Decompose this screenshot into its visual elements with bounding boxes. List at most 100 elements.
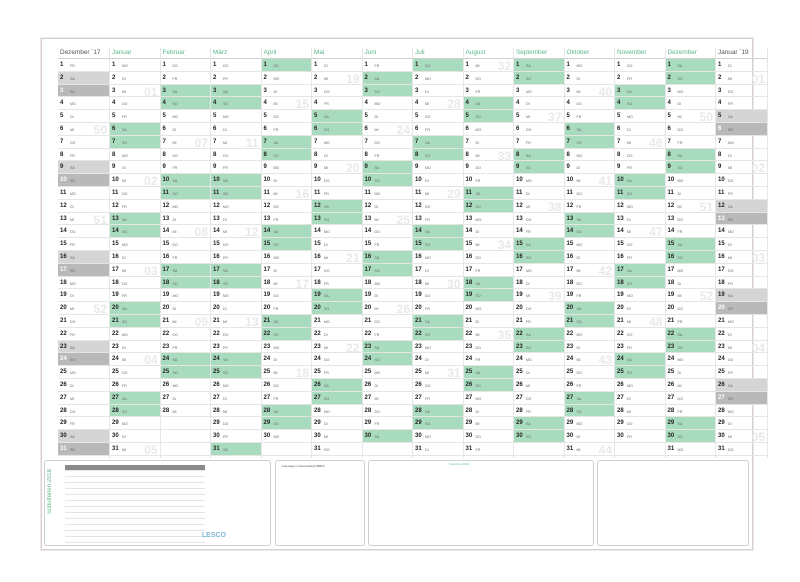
weekday-label: DO xyxy=(475,166,481,171)
week-number: 50 xyxy=(93,122,107,137)
weekday-label: FR xyxy=(677,230,683,235)
day-cell: 1 DO xyxy=(160,59,210,72)
day-number: 1 xyxy=(314,62,318,68)
day-number: 24 xyxy=(162,356,170,363)
day-cell: 9 SA xyxy=(58,161,109,175)
week-number: 24 xyxy=(396,122,410,137)
day-number: 26 xyxy=(415,381,422,388)
day-number: 24 xyxy=(112,356,119,363)
day-cell: 21 DO xyxy=(58,315,109,328)
day-cell: 14 SA xyxy=(261,225,311,239)
day-number: 7 xyxy=(213,138,217,145)
weekday-label: SO xyxy=(526,76,532,81)
day-cell: 24 DO xyxy=(716,353,767,367)
day-number: 19 xyxy=(213,292,220,299)
day-cell: 8 MI 33 xyxy=(463,149,513,162)
weekday-label: FR xyxy=(273,217,279,222)
day-number: 9 xyxy=(314,164,318,171)
day-number: 9 xyxy=(516,164,520,171)
weekday-label: SA xyxy=(425,409,430,414)
day-number: 2 xyxy=(162,74,166,81)
weekday-label: DI xyxy=(576,76,581,81)
weekday-label: FR xyxy=(122,115,127,120)
day-cell: 14 DO xyxy=(58,225,109,239)
day-cell: 6 FR xyxy=(261,123,311,136)
day-cell: 17 MI 42 xyxy=(564,264,614,277)
day-cell: 4 SO xyxy=(615,97,665,111)
day-number: 30 xyxy=(516,433,523,440)
weekday-label: MO xyxy=(728,409,734,414)
day-number: 13 xyxy=(465,215,473,222)
weekday-label: MI xyxy=(526,204,530,209)
day-cell: 1 DO xyxy=(211,59,261,72)
day-number: 30 xyxy=(112,433,119,440)
day-cell: 25 SO xyxy=(160,366,210,379)
day-number: 27 xyxy=(617,394,624,401)
weekday-label: FR xyxy=(374,332,380,337)
weekday-label: MI xyxy=(526,115,530,120)
weekday-label: MI xyxy=(223,409,227,414)
day-cell: 11 SA xyxy=(463,186,513,200)
day-number: 25 xyxy=(465,369,473,376)
day-cell: 10 DI xyxy=(413,174,463,187)
day-number: 19 xyxy=(566,292,574,299)
day-number: 27 xyxy=(465,394,473,401)
day-cell: 26 SA xyxy=(312,378,362,392)
day-number: 19 xyxy=(415,292,422,299)
weekday-label: MI xyxy=(475,64,480,68)
weekday-label: DO xyxy=(425,204,431,209)
weekday-label: FR xyxy=(677,140,683,145)
weekday-label: SO xyxy=(627,281,633,286)
day-cell: 30 MI 05 xyxy=(716,430,767,443)
day-number: 16 xyxy=(718,253,725,260)
day-cell xyxy=(160,430,210,443)
weekday-label: SO xyxy=(425,422,431,427)
day-cell: 25 SO xyxy=(211,366,261,379)
weekday-label: FR xyxy=(627,345,632,350)
day-cell: 27 DI xyxy=(211,392,261,405)
day-number: 10 xyxy=(617,177,624,184)
weekday-label: DI xyxy=(576,166,581,171)
day-cell: 23 FR xyxy=(615,341,665,354)
day-number: 30 xyxy=(314,433,321,440)
weekday-label: DO xyxy=(425,383,431,388)
day-number: 7 xyxy=(566,138,570,145)
day-cell: 9 MI 02 xyxy=(716,161,767,174)
day-cell: 15 MO xyxy=(564,238,614,251)
weekday-label: FR xyxy=(728,191,733,196)
day-cell: 26 MO xyxy=(160,379,210,392)
weekday-label: MO xyxy=(425,166,431,171)
weekday-label: DI xyxy=(475,319,480,324)
day-cell: 31 FR xyxy=(463,443,513,456)
week-number: 05 xyxy=(144,442,158,457)
day-cell: 30 SO xyxy=(665,430,715,443)
day-number: 18 xyxy=(516,279,523,286)
day-cell: 5 MI 50 xyxy=(665,110,715,123)
weekday-label: MO xyxy=(223,115,229,120)
day-number: 24 xyxy=(263,356,271,363)
weekday-label: SO xyxy=(526,255,532,260)
day-cell: 15 DO xyxy=(615,238,665,251)
weekday-label: FR xyxy=(70,153,75,158)
month-header: April xyxy=(261,48,311,59)
weekday-label: DI xyxy=(324,153,328,158)
weekday-label: SO xyxy=(172,102,178,107)
day-number: 13 xyxy=(112,215,119,222)
day-number: 9 xyxy=(213,164,217,171)
day-cell: 28 MO xyxy=(312,405,362,418)
weekday-label: FR xyxy=(70,422,75,427)
weekday-label: SA xyxy=(324,115,329,120)
day-cell: 25 DI xyxy=(514,366,564,379)
day-number: 7 xyxy=(314,138,318,145)
day-cell: 19 SA xyxy=(312,289,362,303)
day-number: 7 xyxy=(516,138,520,145)
day-cell: 9 FR xyxy=(160,161,210,175)
day-cell: 10 MI 41 xyxy=(564,174,614,187)
day-cell: 3 SA xyxy=(615,84,665,98)
day-cell: 23 FR xyxy=(160,341,210,354)
day-cell: 23 SA xyxy=(58,340,109,354)
day-number: 20 xyxy=(314,305,321,312)
day-cell: 13 DI xyxy=(160,213,210,226)
day-cell: 2 MI 01 xyxy=(716,72,767,85)
day-number: 11 xyxy=(213,189,220,196)
